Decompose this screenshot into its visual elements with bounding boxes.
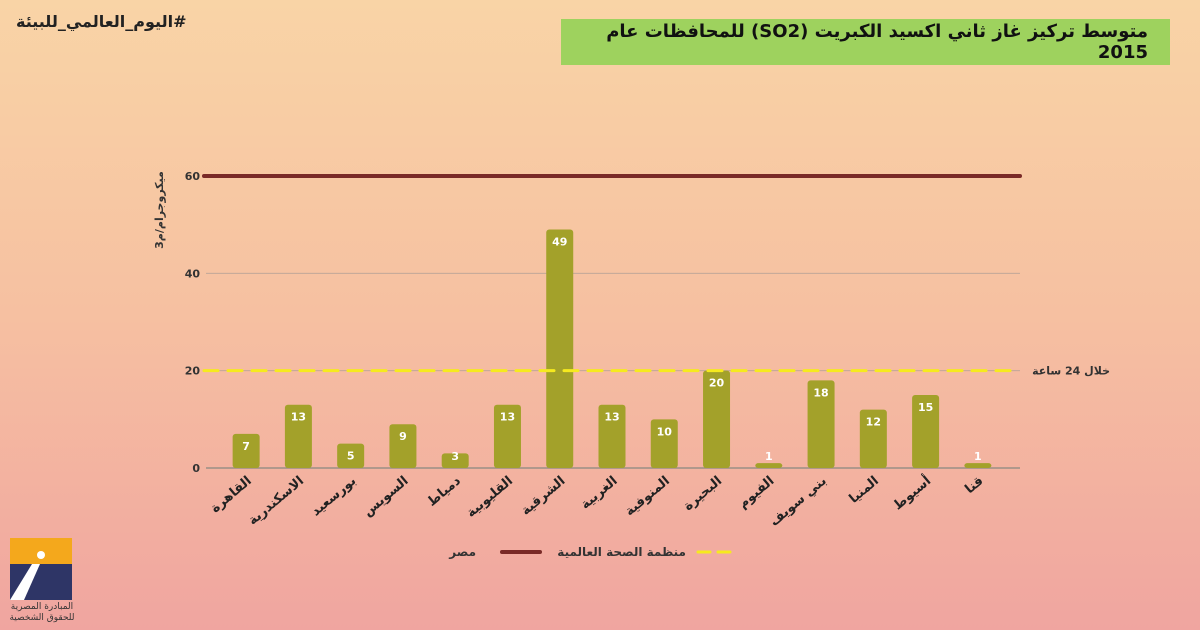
category-label: أسيوط [889,472,934,513]
category-label: بورسعيد [309,474,360,520]
category-label: قنا [962,474,986,498]
data-label: 1 [974,450,982,463]
y-tick-label: 20 [185,365,201,378]
category-label: السويس [361,474,412,520]
hashtag: #اليوم_العالمي_للبيئة [16,12,187,31]
data-label: 18 [813,386,828,399]
data-label: 20 [709,377,725,390]
bar [441,453,469,468]
category-label: الاسكندرية [246,474,307,529]
category-label: المنوفية [622,474,672,520]
chart-title-banner: متوسط تركيز غاز ثاني اكسيد الكبريت (SO2)… [561,19,1170,65]
category-label: الفيوم [736,474,778,512]
data-label: 15 [918,401,933,414]
y-tick-label: 60 [185,170,201,183]
bar [755,463,783,468]
bar [650,419,678,468]
data-label: 12 [866,416,881,429]
bar [389,424,417,468]
legend-label: مصر [448,545,476,559]
bar [546,229,574,468]
y-tick-label: 0 [192,462,200,475]
data-label: 1 [765,450,773,463]
data-label: 7 [242,440,250,453]
bar [964,463,992,468]
eipr-logo [10,538,72,600]
data-label: 3 [451,450,459,463]
category-label: بني سويف [767,474,830,530]
category-label: دمياط [425,473,464,509]
bar [703,370,731,468]
bar [912,395,940,468]
y-axis-label: ميكروجرام/م3 [153,171,166,249]
bar [337,443,365,468]
category-label: البحيرة [681,474,725,514]
y-tick-label: 40 [185,267,201,280]
bar [493,404,521,468]
data-label: 49 [552,236,567,249]
category-label: القليوبية [464,474,516,521]
chart-title: متوسط تركيز غاز ثاني اكسيد الكبريت (SO2)… [606,21,1148,63]
category-label: المنيا [847,474,882,507]
bar [807,380,835,468]
data-label: 9 [399,430,407,443]
bar [232,433,260,468]
reference-annotation: خلال 24 ساعة [1032,365,1110,378]
data-label: 13 [604,411,619,424]
category-label: الشرقية [519,474,569,519]
bar [859,409,887,468]
legend-label: منظمة الصحة العالمية [557,545,686,559]
data-label: 5 [347,450,355,463]
logo-caption: المبادرة المصرية للحقوق الشخصية [9,602,75,623]
bar [284,404,312,468]
data-label: 10 [657,425,673,438]
category-label: الغربية [578,474,620,513]
data-label: 13 [291,411,306,424]
data-label: 13 [500,411,515,424]
bar [598,404,626,468]
category-label: القاهرة [208,474,255,517]
